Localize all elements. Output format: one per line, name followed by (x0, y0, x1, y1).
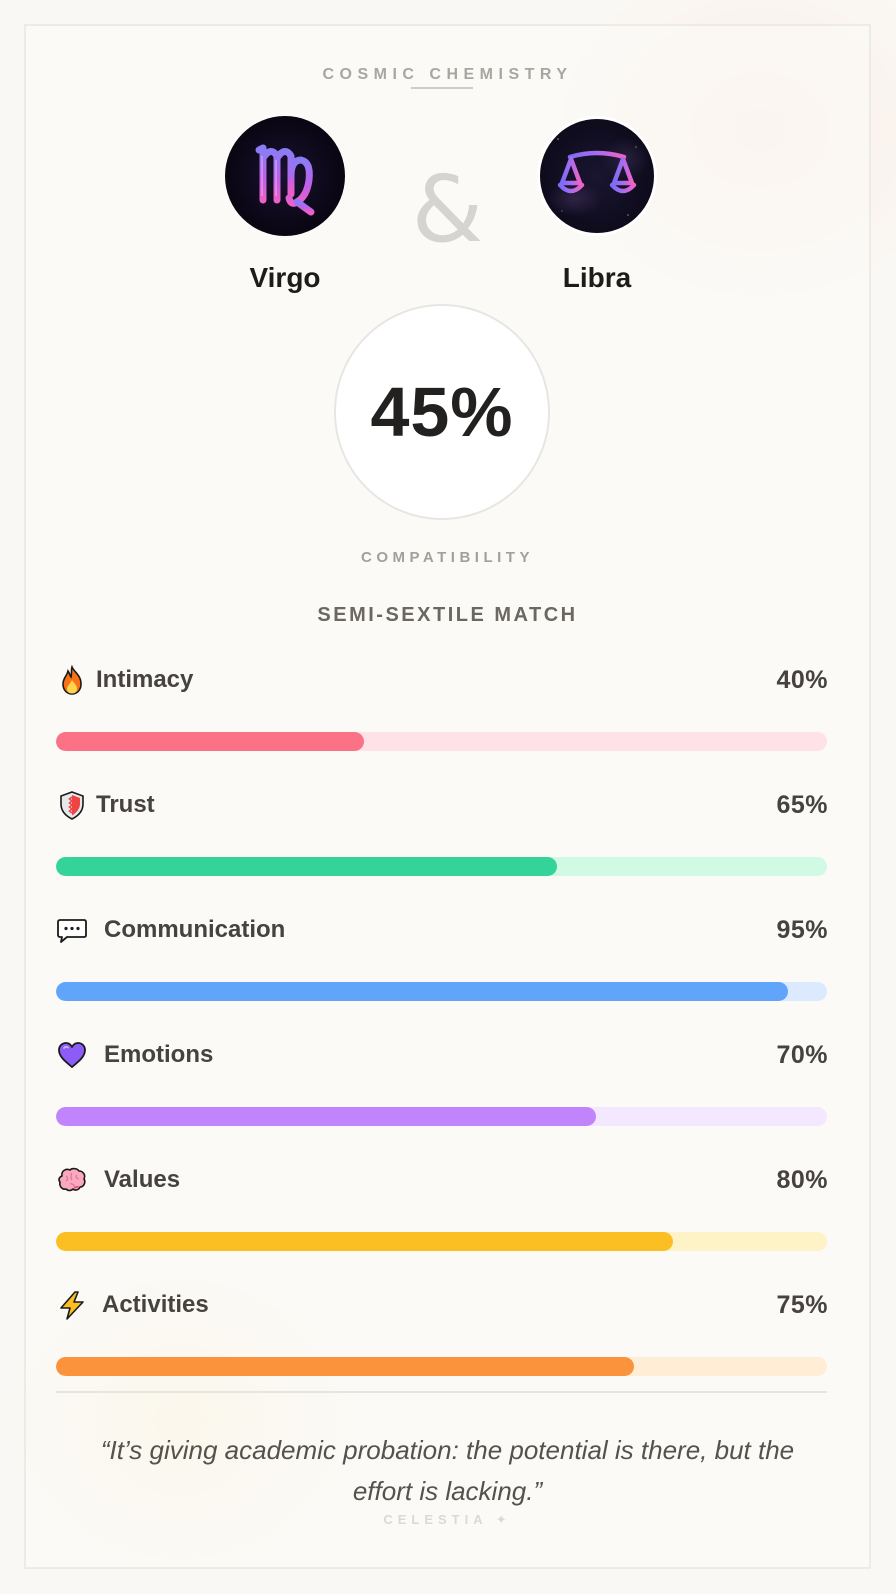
sign-libra: Libra (537, 116, 657, 294)
progress-bar (56, 857, 827, 876)
metric-trust: Trust 65% (56, 787, 828, 912)
metric-percent: 65% (776, 791, 828, 819)
metric-values: Values 80% (56, 1162, 828, 1287)
verdict-quote: “It’s giving academic probation: the pot… (100, 1435, 795, 1506)
progress-fill (56, 732, 365, 751)
metric-label: Values (104, 1166, 181, 1193)
metric-label: Communication (104, 916, 286, 943)
progress-fill (56, 1232, 673, 1251)
progress-fill (56, 857, 558, 876)
compatibility-card: COSMIC CHEMISTRY (24, 24, 871, 1569)
ampersand-connector: & (411, 156, 484, 263)
metric-activities: Activities 75% (56, 1287, 828, 1412)
metric-emotions: Emotions 70% (56, 1037, 828, 1162)
progress-fill (56, 1107, 596, 1126)
score-circle: 45% (334, 304, 550, 520)
metric-label: Trust (96, 791, 155, 818)
progress-bar (56, 982, 827, 1001)
title-underline (411, 87, 473, 89)
metric-percent: 70% (776, 1041, 828, 1069)
metric-percent: 95% (776, 916, 828, 944)
brand-watermark: CELESTIA ✦ (383, 1512, 512, 1527)
progress-bar (56, 1357, 827, 1376)
progress-bar (56, 1232, 827, 1251)
speech-bubble-icon (56, 914, 88, 946)
progress-bar (56, 1107, 827, 1126)
sign-virgo: Virgo (225, 116, 345, 294)
purple-heart-icon (56, 1039, 88, 1071)
brain-icon (56, 1164, 88, 1196)
compatibility-label: COMPATIBILITY (361, 549, 534, 566)
metric-label: Emotions (104, 1041, 214, 1068)
metric-percent: 75% (776, 1291, 828, 1319)
progress-bar (56, 732, 827, 751)
metrics-list: Intimacy 40% Trust 65% (56, 662, 828, 1412)
metric-communication: Communication 95% (56, 912, 828, 1037)
lightning-icon (56, 1289, 88, 1321)
metric-percent: 80% (776, 1166, 828, 1194)
divider (56, 1391, 827, 1393)
progress-fill (56, 982, 789, 1001)
metric-label: Activities (102, 1291, 209, 1318)
metric-percent: 40% (776, 666, 828, 694)
progress-fill (56, 1357, 635, 1376)
compatibility-score: 45% (370, 373, 514, 451)
libra-scales-icon (537, 116, 657, 236)
fire-icon (56, 664, 88, 696)
sign-name: Virgo (249, 262, 321, 293)
metric-label: Intimacy (96, 666, 194, 693)
metric-intimacy: Intimacy 40% (56, 662, 828, 787)
match-type: SEMI-SEXTILE MATCH (317, 604, 578, 626)
virgo-symbol-icon (225, 116, 345, 236)
shield-icon (56, 789, 88, 821)
card-title: COSMIC CHEMISTRY (322, 66, 573, 83)
sign-name: Libra (562, 262, 632, 293)
